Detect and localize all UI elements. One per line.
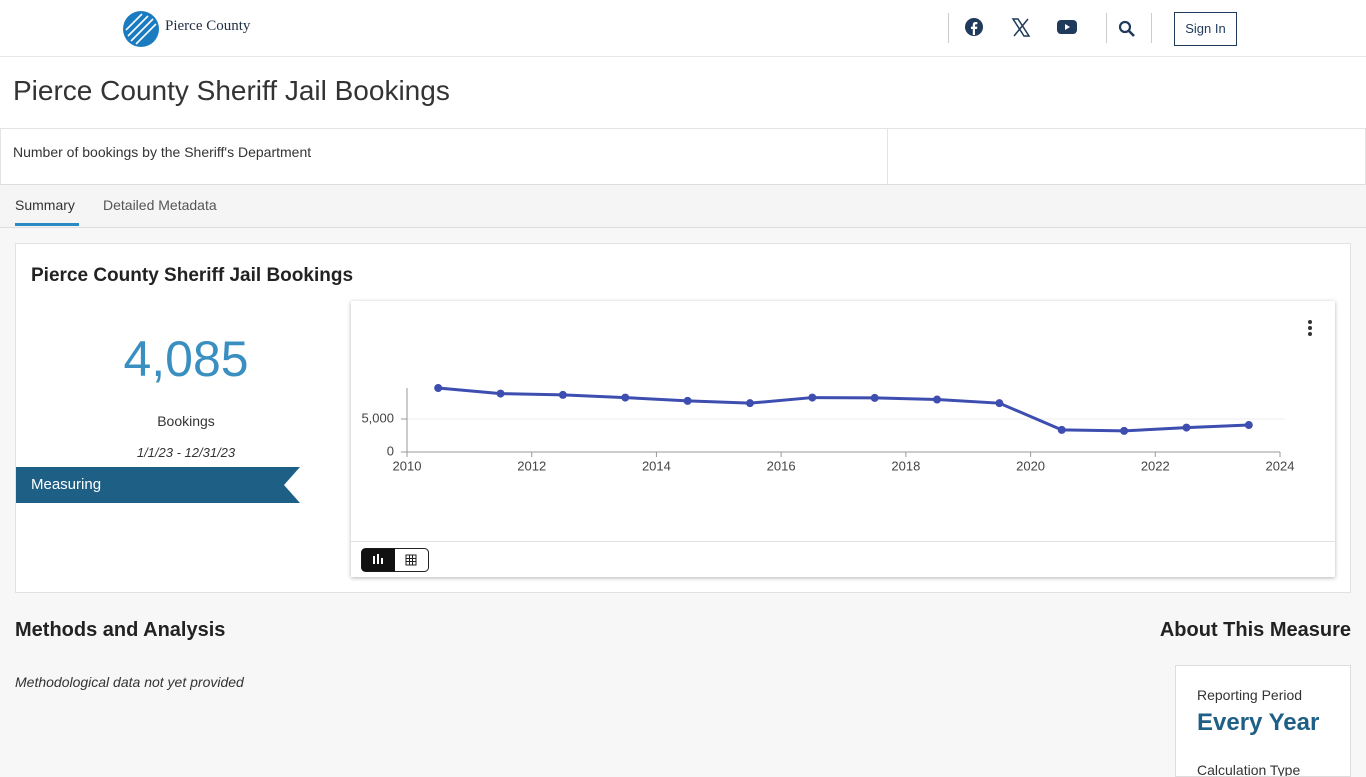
menu-icon[interactable] <box>1306 319 1314 339</box>
point <box>808 393 817 402</box>
point <box>933 395 942 404</box>
youtube-icon[interactable] <box>1057 19 1077 35</box>
x-tick-label: 2022 <box>1141 458 1170 473</box>
x-tick-label: 2014 <box>642 458 671 473</box>
point <box>621 393 630 402</box>
point <box>1244 421 1253 430</box>
facebook-icon[interactable] <box>964 17 984 37</box>
point <box>995 399 1004 408</box>
point <box>434 384 443 392</box>
title-band: Pierce County Sheriff Jail Bookings <box>0 56 1366 129</box>
x-tick-label: 2010 <box>393 458 422 473</box>
line <box>438 386 1249 433</box>
header: Pierce County Sign In <box>0 0 1366 56</box>
kpi-period: 1/1/23 - 12/31/23 <box>136 445 236 460</box>
kpi-label: Bookings <box>157 413 215 429</box>
ribbon <box>16 467 300 503</box>
tabs: Summary Detailed Metadata <box>0 185 1366 228</box>
search-icon[interactable] <box>1118 20 1136 38</box>
y-tick-label: 5,000 <box>361 410 394 425</box>
x-tick-label: 2016 <box>767 458 796 473</box>
point <box>558 390 567 399</box>
point <box>496 389 505 398</box>
divider <box>887 129 888 184</box>
page-description: Number of bookings by the Sheriff's Depa… <box>13 144 312 160</box>
x-icon[interactable] <box>1011 18 1031 38</box>
separator <box>1151 13 1152 43</box>
point <box>1182 423 1191 432</box>
x-tick-label: 2024 <box>1266 458 1295 473</box>
divider <box>351 541 1335 542</box>
description-row: Number of bookings by the Sheriff's Depa… <box>0 128 1366 186</box>
logo-icon <box>123 11 159 47</box>
ribbon-text: Measuring <box>31 476 102 493</box>
reporting-value: Every Year <box>1197 709 1320 736</box>
chart-panel: 0 5,000 2010 2012 2014 2016 2018 2020 2022 2024 <box>351 301 1335 577</box>
point <box>683 396 692 405</box>
tab[interactable]: Detailed Metadata <box>103 197 217 213</box>
separator <box>948 13 949 43</box>
kpi-value: 4,085 <box>123 331 249 387</box>
card-title: Pierce County Sheriff Jail Bookings <box>31 265 354 286</box>
x-tick-label: 2018 <box>891 458 920 473</box>
methods-text: Methodological data not yet provided <box>15 674 244 690</box>
page-title: Pierce County Sheriff Jail Bookings <box>13 75 450 106</box>
point <box>745 399 754 408</box>
point <box>870 393 879 402</box>
logo-text[interactable]: Pierce County <box>165 18 251 34</box>
point <box>1120 426 1129 435</box>
about-title: About This Measure <box>1159 619 1351 641</box>
point <box>1057 425 1066 434</box>
methods-title: Methods and Analysis <box>15 619 226 641</box>
separator <box>1106 13 1107 43</box>
chart: 0 5,000 2010 2012 2014 2016 2018 2020 2022 2024 <box>361 384 1295 473</box>
x-tick-label: 2020 <box>1016 458 1045 473</box>
sign-in-button[interactable]: Sign In <box>1174 12 1237 46</box>
tab-active[interactable]: Summary <box>15 197 75 213</box>
view-toggle[interactable] <box>361 548 429 572</box>
calculation-label: Calculation Type <box>1197 762 1301 777</box>
y-tick-label: 0 <box>387 443 394 458</box>
reporting-label: Reporting Period <box>1197 687 1303 703</box>
x-tick-label: 2012 <box>517 458 546 473</box>
about-box: Reporting Period Every Year Calculation … <box>1175 665 1351 777</box>
tab-underline <box>15 223 79 226</box>
